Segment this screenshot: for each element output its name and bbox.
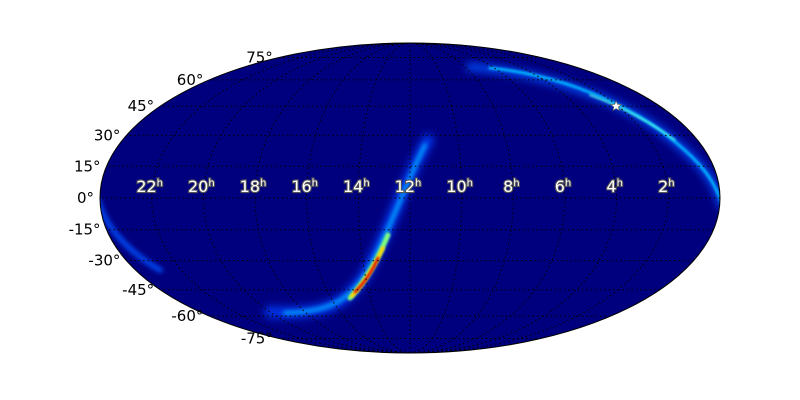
dec-tick-label: -30° <box>88 252 120 270</box>
dec-tick-label: 15° <box>74 157 101 175</box>
dec-tick-label: 30° <box>94 126 121 144</box>
meridian-gridline <box>357 43 411 353</box>
dec-tick-label: -60° <box>171 307 203 325</box>
dec-tick-label: 0° <box>77 189 94 207</box>
graticule <box>100 43 720 353</box>
dec-tick-label: -15° <box>69 221 101 239</box>
meridian-gridline <box>409 43 566 353</box>
sky-boundary <box>99 42 721 354</box>
dec-tick-label: 60° <box>177 71 204 89</box>
meridian-gridline <box>202 43 411 353</box>
probability-heatmap <box>100 43 720 353</box>
dec-tick-label: 75° <box>246 49 273 67</box>
dec-tick-label: -75° <box>241 329 273 347</box>
meridian-gridline <box>409 43 463 353</box>
sky-background <box>100 43 720 353</box>
meridian-gridline <box>254 43 411 353</box>
dec-tick-label: 45° <box>128 97 155 115</box>
star-marker-icon <box>610 99 623 112</box>
dec-tick-label: -45° <box>122 281 154 299</box>
meridian-gridline <box>409 43 669 353</box>
meridian-gridline <box>409 43 618 353</box>
meridian-gridline <box>151 43 411 353</box>
dec-tick-labels: 75° 60° 45° 30° 15° 0° -15° -30°-45° -60° -75° <box>69 49 273 348</box>
